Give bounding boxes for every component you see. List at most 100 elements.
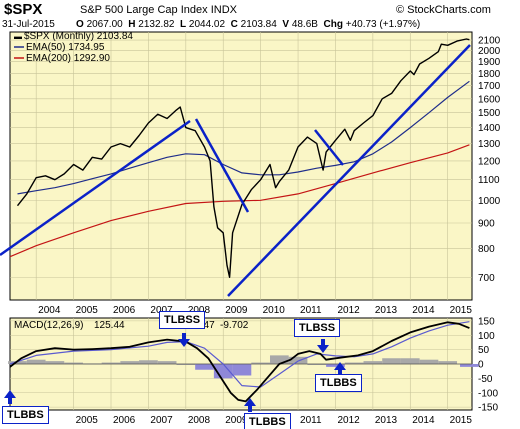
macd-y-tick-label: -100 (478, 388, 498, 399)
price-x-tick-label: 2011 (300, 305, 322, 316)
ema50-line (17, 80, 470, 195)
ema200-legend-label: EMA(200) 1292.90 (26, 53, 110, 64)
annotation-tlbss-2008: TLBSS (159, 311, 206, 329)
price-y-tick-label: 1400 (478, 123, 501, 134)
trendline (0, 119, 191, 257)
macd-histogram-bar (400, 358, 420, 364)
macd-histogram-bar (363, 361, 383, 364)
ohlc-volume: V 48.6B (282, 19, 318, 30)
macd-histogram-bar (307, 364, 327, 365)
macd-y-tick-label: 0 (478, 360, 484, 371)
price-y-tick-label: 1500 (478, 108, 501, 119)
stockcharts-logo: © StockCharts.com (396, 4, 491, 16)
ohlc-high: H 2132.82 (128, 19, 175, 30)
spx-price-line (16, 38, 470, 278)
index-name: S&P 500 Large Cap Index (80, 4, 208, 16)
ohlc-open: O 2067.00 (76, 19, 123, 30)
macd-y-tick-label: 50 (478, 345, 490, 356)
macd-histogram-bar (64, 362, 83, 364)
macd-x-tick-label: 2006 (113, 415, 136, 426)
macd-x-tick-label: 2013 (375, 415, 398, 426)
price-y-tick-label: 1200 (478, 156, 501, 167)
macd-histogram-bar (460, 364, 479, 367)
macd-histogram-bar (101, 362, 121, 364)
price-legend-swatch: ▬ (14, 32, 22, 41)
macd-legend-label: MACD(12,26,9) (14, 320, 83, 331)
macd-x-tick-label: 2015 (450, 415, 473, 426)
arrow-up-icon (334, 362, 346, 376)
macd-x-tick-label: 2012 (337, 415, 360, 426)
macd-x-tick-label: 2014 (412, 415, 435, 426)
price-x-tick-label: 2015 (450, 305, 473, 316)
price-y-tick-label: 1100 (478, 175, 500, 186)
macd-x-tick-label: 2008 (188, 415, 211, 426)
macd-histogram-bar (195, 364, 214, 370)
macd-legend-value: 125.44 (94, 320, 125, 331)
macd-histogram-bar (120, 361, 140, 364)
macd-histogram-bar (419, 359, 439, 364)
ohlc-close: C 2103.84 (230, 19, 277, 30)
chart-description: S&P 500 Large Cap Index INDX (80, 5, 237, 16)
price-y-tick-label: 1600 (478, 94, 501, 105)
macd-x-tick-label: 2005 (76, 415, 99, 426)
arrow-down-icon (178, 333, 190, 347)
annotation-tlbbs-2003: TLBBS (2, 406, 49, 424)
trendline (227, 44, 471, 297)
price-x-tick-label: 2009 (225, 305, 248, 316)
ema50-legend-label: EMA(50) 1734.95 (26, 42, 105, 53)
macd-histogram-bar (251, 362, 270, 364)
price-y-tick-label: 900 (478, 218, 495, 229)
macd-signal-line (9, 321, 470, 388)
macd-histogram-bar (344, 362, 364, 364)
macd-histogram-bar (26, 359, 46, 364)
price-x-tick-label: 2010 (263, 305, 286, 316)
macd-x-tick-label: 2009 (225, 415, 248, 426)
price-y-tick-label: 1900 (478, 57, 501, 68)
price-y-tick-label: 2000 (478, 46, 501, 57)
macd-histogram-bar (269, 355, 289, 364)
macd-histogram-bar (438, 361, 458, 364)
macd-histogram-bar (326, 364, 345, 367)
exchange-name: INDX (210, 4, 237, 16)
price-panel-background (9, 31, 473, 301)
price-y-tick-label: 1700 (478, 81, 501, 92)
macd-y-tick-label: 150 (478, 316, 495, 327)
price-y-tick-label: 700 (478, 273, 495, 284)
macd-x-tick-label: 2011 (300, 415, 322, 426)
trendline (194, 118, 250, 213)
price-y-tick-label: 2100 (478, 36, 501, 47)
signal-legend-value: 147 (198, 320, 215, 331)
chart-date: 31-Jul-2015 (2, 19, 55, 30)
macd-histogram-bar (139, 360, 158, 364)
price-x-tick-label: 2008 (188, 305, 211, 316)
trendline (314, 129, 344, 166)
macd-histogram-bar (45, 361, 65, 364)
macd-y-tick-label: -150 (478, 403, 498, 414)
price-x-tick-label: 2012 (337, 305, 360, 316)
ohlc-readout: O 2067.00 H 2132.82 L 2044.02 C 2103.84 … (76, 20, 420, 30)
price-x-tick-label: 2005 (76, 305, 99, 316)
ohlc-change: Chg +40.73 (+1.97%) (323, 19, 421, 30)
arrow-up-icon (4, 390, 16, 404)
macd-histogram-bar (288, 356, 308, 364)
price-y-tick-label: 1000 (478, 196, 501, 207)
macd-line (9, 321, 470, 403)
macd-y-tick-label: 100 (478, 331, 495, 342)
price-y-tick-label: 1300 (478, 139, 501, 150)
macd-histogram-bar (176, 364, 196, 365)
histogram-legend-value: -9.702 (220, 320, 249, 331)
chart-symbol: $SPX (4, 1, 43, 18)
price-x-tick-label: 2004 (38, 305, 61, 316)
price-legend-label: $SPX (Monthly) 2103.84 (24, 31, 133, 42)
macd-histogram-bar (8, 361, 27, 364)
annotation-tlbbs-2009: TLBBS (244, 413, 291, 429)
macd-histogram-bar (382, 358, 401, 364)
price-x-tick-label: 2006 (113, 305, 136, 316)
macd-histogram-bar (157, 361, 177, 364)
annotation-tlbbs-2012: TLBBS (315, 374, 362, 392)
macd-x-tick-label: 2007 (150, 415, 173, 426)
macd-histogram-bar (232, 364, 252, 376)
annotation-tlbss-2011: TLBSS (294, 319, 341, 337)
